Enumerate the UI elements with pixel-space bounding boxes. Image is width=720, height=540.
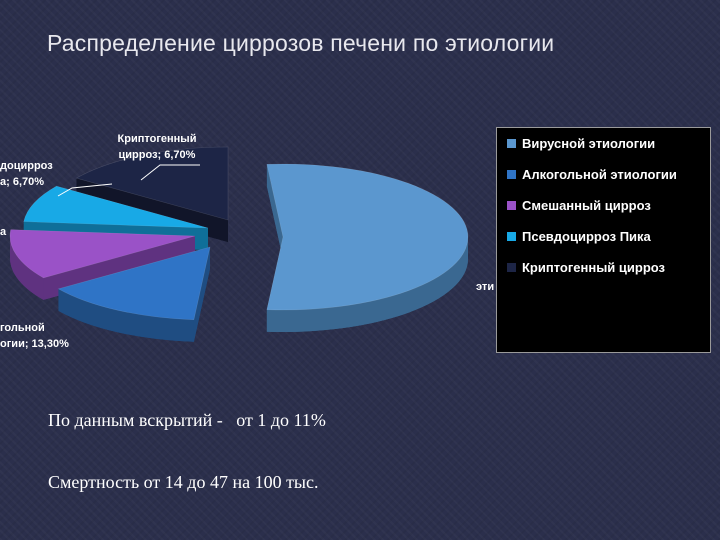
data-label-pick-line2: а; 6,70% xyxy=(0,176,44,188)
leader-line-cryptogenic xyxy=(140,164,200,181)
data-label-alcoholic-line2: огии; 13,30% xyxy=(0,338,69,350)
legend-label-viral: Вирусной этиологии xyxy=(522,136,656,151)
legend-label-pick: Псевдоцирроз Пика xyxy=(522,229,651,244)
leader-line-pick xyxy=(57,183,113,197)
legend-item-cryptogenic: Криптогенный цирроз xyxy=(507,260,700,276)
legend-item-alcoholic: Алкогольной этиологии xyxy=(507,167,700,183)
legend-label-mixed: Смешанный цирроз xyxy=(522,198,651,213)
pie-slice-viral xyxy=(266,163,469,332)
slide-title: Распределение циррозов печени по этиолог… xyxy=(47,30,555,56)
data-label-alcoholic-line1: гольной xyxy=(0,322,45,334)
note-mortality: Смертность от 14 до 47 на 100 тыс. xyxy=(48,472,319,492)
legend-item-mixed: Смешанный цирроз xyxy=(507,198,700,214)
chart-legend: Вирусной этиологии Алкогольной этиологии… xyxy=(496,127,711,353)
data-label-cryptogenic-line1: Криптогенный xyxy=(118,133,197,145)
note-autopsy: По данным вскрытий - от 1 до 11% xyxy=(48,410,326,430)
legend-swatch-mixed xyxy=(507,201,516,210)
legend-swatch-alcoholic xyxy=(507,170,516,179)
legend-item-pick: Псевдоцирроз Пика xyxy=(507,229,700,245)
data-label-pick-line1: доцирроз xyxy=(0,160,53,172)
legend-label-cryptogenic: Криптогенный цирроз xyxy=(522,260,666,275)
data-label-cryptogenic-line2: цирроз; 6,70% xyxy=(119,149,196,161)
data-label-mixed: а xyxy=(0,226,7,238)
pie-slice-alcoholic xyxy=(57,246,211,342)
data-label-viral: эти xyxy=(476,281,494,293)
legend-swatch-pick xyxy=(507,232,516,241)
legend-swatch-viral xyxy=(507,139,516,148)
legend-swatch-cryptogenic xyxy=(507,263,516,272)
legend-item-viral: Вирусной этиологии xyxy=(507,136,700,152)
legend-label-alcoholic: Алкогольной этиологии xyxy=(522,167,677,182)
